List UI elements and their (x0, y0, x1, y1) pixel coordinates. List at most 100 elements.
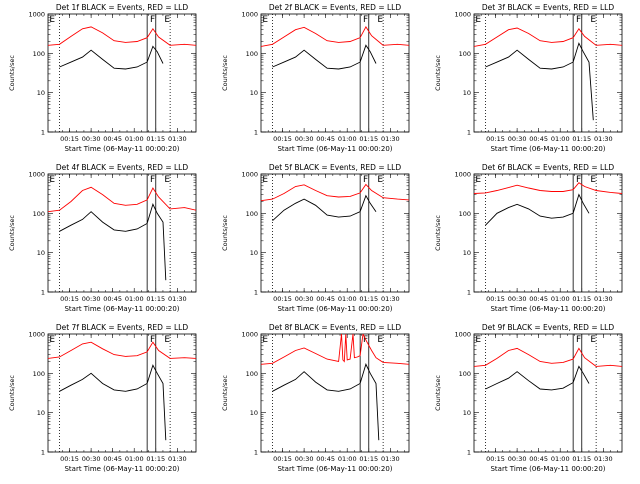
x-tick-label: 01:00 (551, 135, 570, 143)
plot-frame (473, 333, 623, 453)
y-tick-label: 1000 (454, 171, 471, 179)
y-tick-label: 10 (37, 89, 45, 97)
x-tick-label: 01:00 (338, 455, 357, 463)
marker-label: F (150, 15, 155, 25)
marker-label: F (576, 15, 581, 25)
marker-label: F (363, 15, 368, 25)
series-group (48, 26, 196, 70)
x-tick-label: 01:15 (572, 295, 591, 303)
x-tick-label: 01:30 (168, 295, 187, 303)
marker-label: E (164, 15, 170, 25)
x-tick-label: 00:45 (316, 135, 335, 143)
y-tick-label: 1000 (28, 331, 45, 339)
marker-label: E (590, 335, 596, 345)
y-tick-label: 1000 (28, 11, 45, 19)
marker-label: E (164, 335, 170, 345)
x-tick-label: 00:30 (508, 295, 527, 303)
marker-label: F (576, 175, 581, 185)
x-axis-label: Start Time (06-May-11 00:00:20) (64, 305, 179, 313)
plot-frame (47, 173, 197, 293)
panel-4: Det 4f BLACK = Events, RED = LLD Counts/s… (8, 163, 197, 313)
y-tick-label: 10 (37, 249, 45, 257)
x-tick-label: 00:45 (529, 455, 548, 463)
y-tick-label: 100 (246, 370, 258, 378)
x-tick-label: 00:45 (103, 455, 122, 463)
x-tick-label: 01:30 (381, 455, 400, 463)
y-tick-label: 100 (459, 210, 471, 218)
series-events-line (59, 203, 167, 281)
x-axis-label: Start Time (06-May-11 00:00:20) (277, 305, 392, 313)
series-events-line (272, 363, 380, 441)
marker-label: F (363, 175, 368, 185)
x-tick-label: 01:15 (146, 295, 165, 303)
y-tick-label: 1000 (241, 331, 258, 339)
marker-label: E (262, 175, 268, 185)
y-tick-label: 1000 (454, 11, 471, 19)
x-tick-label: 01:15 (359, 135, 378, 143)
x-tick-label: 01:30 (381, 135, 400, 143)
x-tick-label: 00:30 (295, 135, 314, 143)
y-tick-label: 10 (250, 409, 258, 417)
x-tick-label: 01:30 (381, 295, 400, 303)
y-tick-label: 10 (37, 409, 45, 417)
series-group (474, 27, 622, 121)
series-lld-line (48, 341, 196, 359)
marker-label: E (49, 175, 55, 185)
y-tick-label: 1 (41, 449, 45, 457)
series-group (474, 347, 622, 391)
series-events-line (272, 194, 377, 222)
y-tick-label: 1 (41, 289, 45, 297)
x-tick-label: 00:45 (316, 455, 335, 463)
y-tick-label: 1 (41, 129, 45, 137)
x-axis-label: Start Time (06-May-11 00:00:20) (277, 465, 392, 473)
x-tick-label: 01:00 (125, 135, 144, 143)
x-tick-label: 00:15 (273, 295, 292, 303)
marker-label: E (49, 15, 55, 25)
x-tick-label: 01:30 (594, 295, 613, 303)
plot-title: Det 9f BLACK = Events, RED = LLD (482, 323, 615, 332)
marker-label: F (576, 335, 581, 345)
y-tick-label: 1000 (28, 171, 45, 179)
marker-label: E (164, 175, 170, 185)
x-tick-label: 00:30 (508, 135, 527, 143)
y-axis-label: Counts/sec (8, 375, 16, 411)
series-lld-line (474, 27, 622, 47)
series-lld-line (474, 182, 622, 194)
panel-3: Det 3f BLACK = Events, RED = LLD Counts/s… (434, 3, 623, 153)
y-tick-label: 100 (246, 50, 258, 58)
x-tick-label: 00:15 (486, 135, 505, 143)
y-tick-label: 10 (250, 89, 258, 97)
series-group (261, 26, 409, 70)
marker-label: F (150, 335, 155, 345)
panel-2: Det 2f BLACK = Events, RED = LLD Counts/s… (221, 3, 410, 153)
y-axis-label: Counts/sec (221, 55, 229, 91)
x-tick-label: 00:15 (273, 135, 292, 143)
x-tick-label: 01:30 (168, 135, 187, 143)
x-tick-label: 01:15 (146, 135, 165, 143)
marker-label: E (377, 15, 383, 25)
x-tick-label: 01:00 (338, 295, 357, 303)
series-lld-line (261, 26, 409, 47)
x-tick-label: 01:00 (551, 295, 570, 303)
plot-frame (473, 13, 623, 133)
panel-7: Det 7f BLACK = Events, RED = LLD Counts/s… (8, 323, 197, 473)
x-tick-label: 01:00 (125, 455, 144, 463)
x-tick-label: 00:30 (82, 295, 101, 303)
panel-5: Det 5f BLACK = Events, RED = LLD Counts/s… (221, 163, 410, 313)
plot-title: Det 3f BLACK = Events, RED = LLD (482, 3, 615, 12)
y-tick-label: 10 (250, 249, 258, 257)
series-lld-line (261, 183, 409, 202)
y-axis-label: Counts/sec (434, 215, 442, 251)
series-events-line (272, 44, 377, 70)
y-tick-label: 10 (463, 89, 471, 97)
plot-frame (473, 173, 623, 293)
marker-label: E (377, 175, 383, 185)
plot-title: Det 1f BLACK = Events, RED = LLD (56, 3, 189, 12)
x-tick-label: 00:15 (486, 295, 505, 303)
y-axis-label: Counts/sec (8, 215, 16, 251)
series-group (261, 334, 409, 441)
marker-label: E (590, 15, 596, 25)
plot-frame (47, 13, 197, 133)
series-events-line (59, 45, 164, 70)
